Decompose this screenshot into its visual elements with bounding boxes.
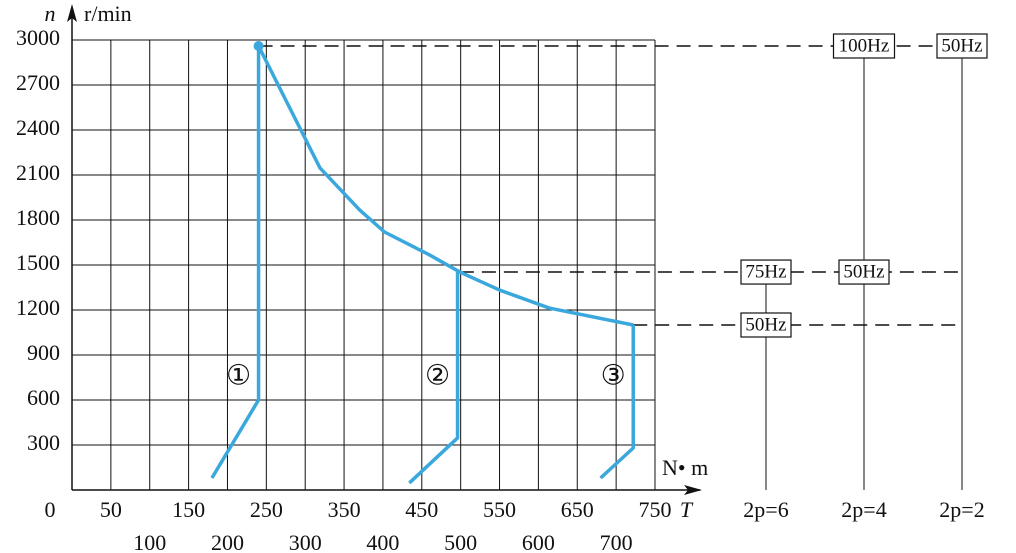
y-axis-symbol: n [45,1,56,26]
x-tick-label: 450 [405,497,438,522]
frequency-label: 100Hz [839,35,890,56]
y-tick-label: 2400 [16,115,60,140]
frequency-box [838,259,890,285]
y-tick-label: 1200 [16,295,60,320]
x-tick-label: 300 [289,530,322,553]
y-tick-label: 1800 [16,205,60,230]
x-tick-label: 500 [444,530,477,553]
x-tick-label: 350 [328,497,361,522]
y-tick-label: 2100 [16,160,60,185]
pole-label: 2p=6 [743,497,788,522]
series-line [599,325,635,480]
series-label: ① [226,360,251,391]
x-tick-label: 150 [172,497,205,522]
x-tick-label: 550 [483,497,516,522]
x-tick-label: 200 [211,530,244,553]
x-tick-label: 750 [639,497,672,522]
pole-label: 2p=4 [841,497,886,522]
frequency-box [740,312,792,338]
frequency-label: 50Hz [745,314,786,335]
series-line [408,272,460,485]
y-axis-unit: r/min [84,1,132,26]
series-line [210,44,634,479]
x-tick-label: 400 [366,530,399,553]
frequency-box [832,33,896,59]
x-axis-symbol: T [680,497,694,522]
frequency-box [740,259,792,285]
pole-label: 2p=2 [939,497,984,522]
x-tick-label: 250 [250,497,283,522]
series-label: ② [425,360,450,391]
frequency-label: 50Hz [843,261,884,282]
y-tick-label: 3000 [16,25,60,50]
y-tick-label: 1500 [16,250,60,275]
x-axis-unit: N• m [662,455,708,480]
frequency-label: 50Hz [941,35,982,56]
x-tick-label: 0 [45,497,56,522]
x-axis-arrow [684,485,702,495]
y-tick-label: 900 [27,340,60,365]
y-axis-arrow [67,4,77,22]
series-label: ③ [601,360,626,391]
x-tick-label: 50 [100,497,122,522]
x-tick-label: 600 [522,530,555,553]
series-point [253,41,264,51]
y-tick-label: 600 [27,385,60,410]
x-tick-label: 100 [133,530,166,553]
frequency-label: 75Hz [745,261,786,282]
y-tick-label: 2700 [16,70,60,95]
x-tick-label: 700 [600,530,633,553]
frequency-box [936,33,988,59]
x-tick-label: 650 [561,497,594,522]
y-tick-label: 300 [27,430,60,455]
